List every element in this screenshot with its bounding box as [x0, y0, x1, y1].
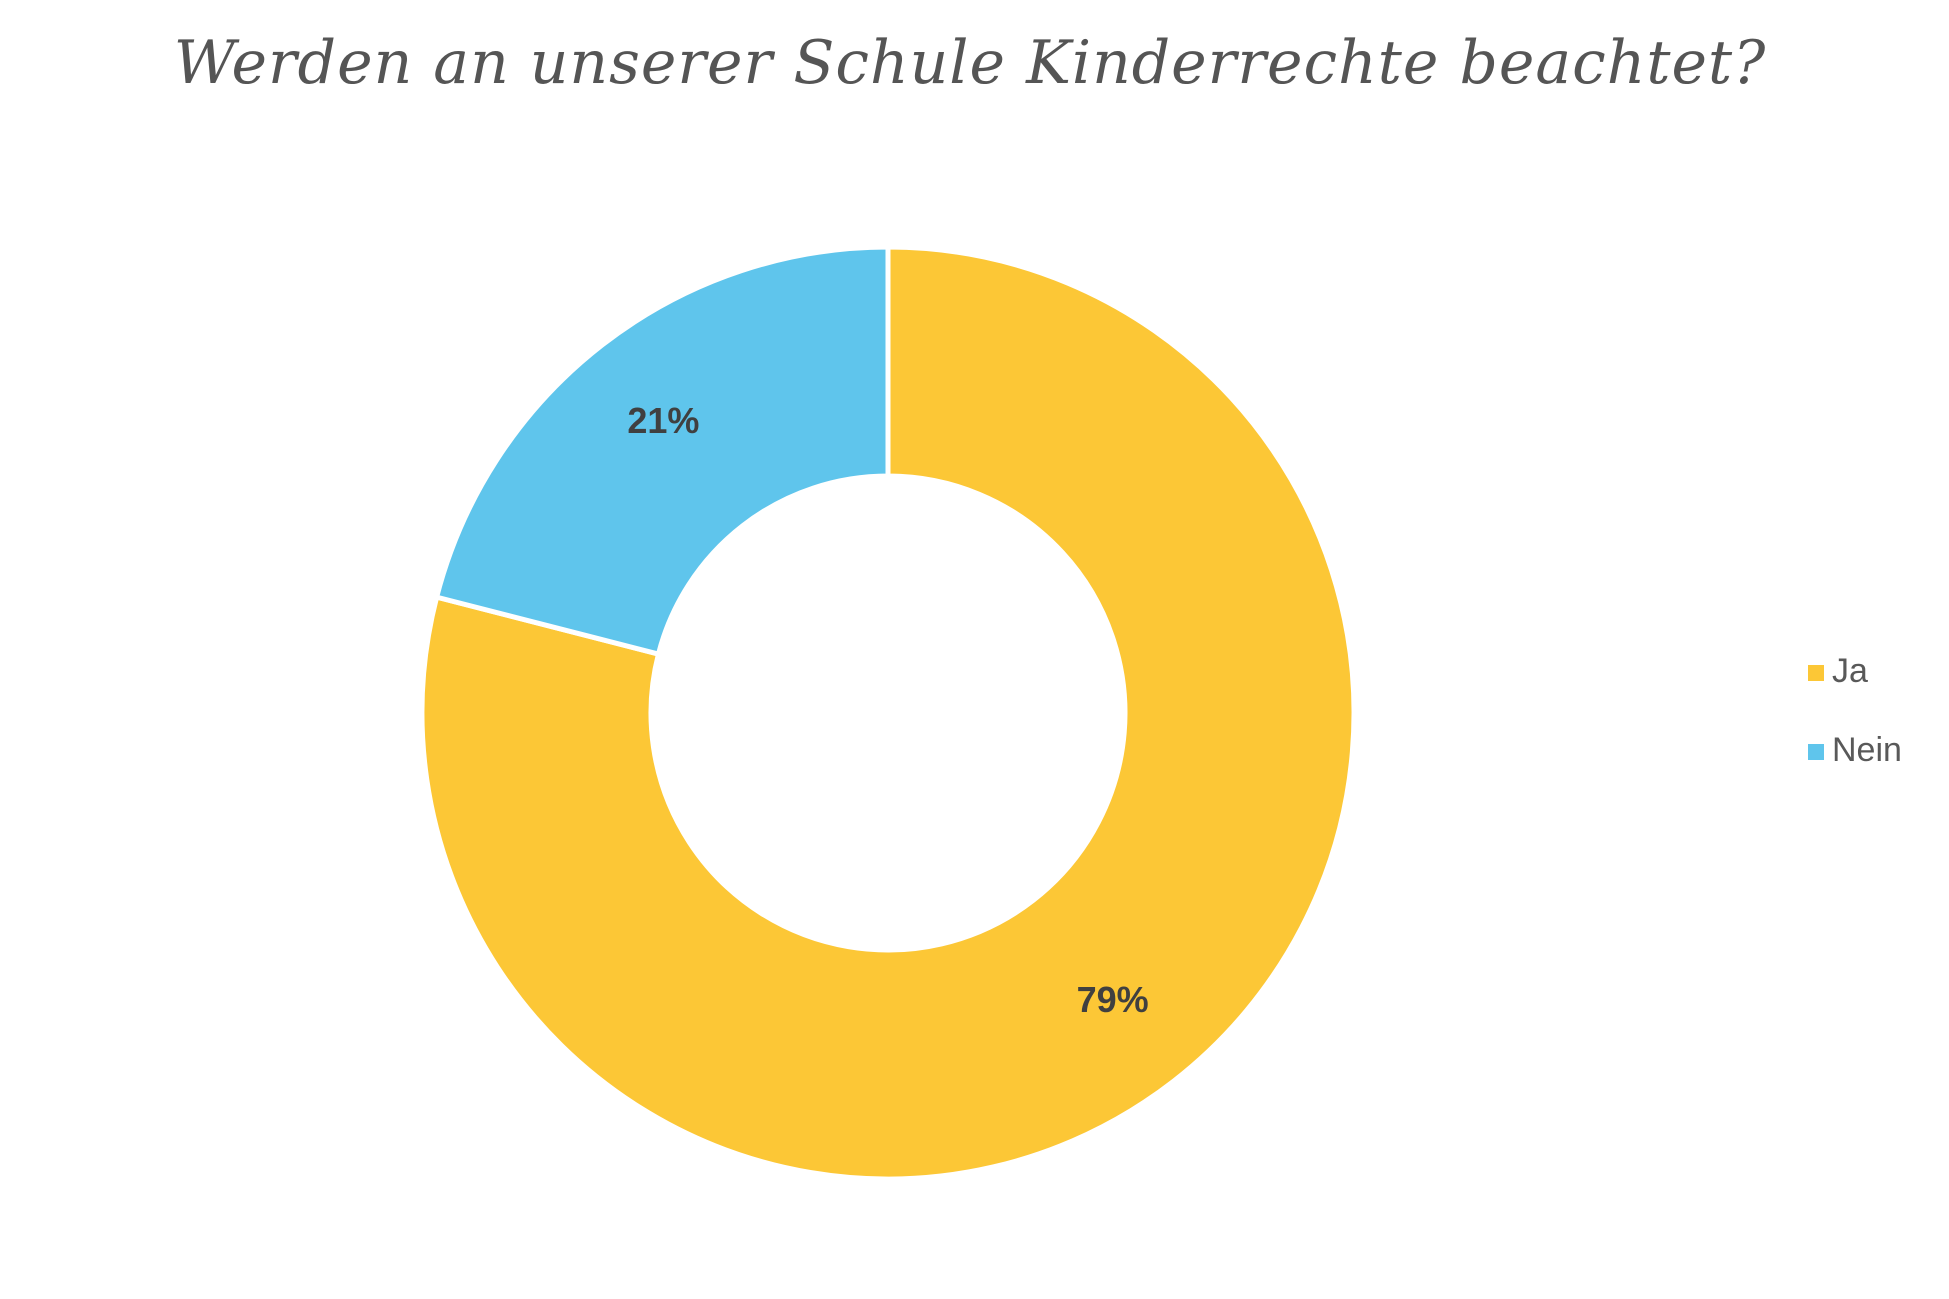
- donut-slices: [419, 244, 1357, 1182]
- legend-swatch-ja: [1808, 665, 1824, 681]
- data-label-ja: 79%: [1077, 979, 1149, 1020]
- data-label-nein: 21%: [627, 400, 699, 441]
- slice-ja: [419, 244, 1357, 1182]
- legend-label-ja: Ja: [1832, 652, 1868, 690]
- data-labels: 79% 21%: [627, 400, 1148, 1020]
- legend-label-nein: Nein: [1832, 731, 1902, 769]
- chart-title: Werden an unserer Schule Kinderrechte be…: [173, 28, 1767, 98]
- slice-nein: [433, 244, 891, 658]
- legend-swatch-nein: [1808, 744, 1824, 760]
- legend: Ja Nein: [1808, 652, 1902, 769]
